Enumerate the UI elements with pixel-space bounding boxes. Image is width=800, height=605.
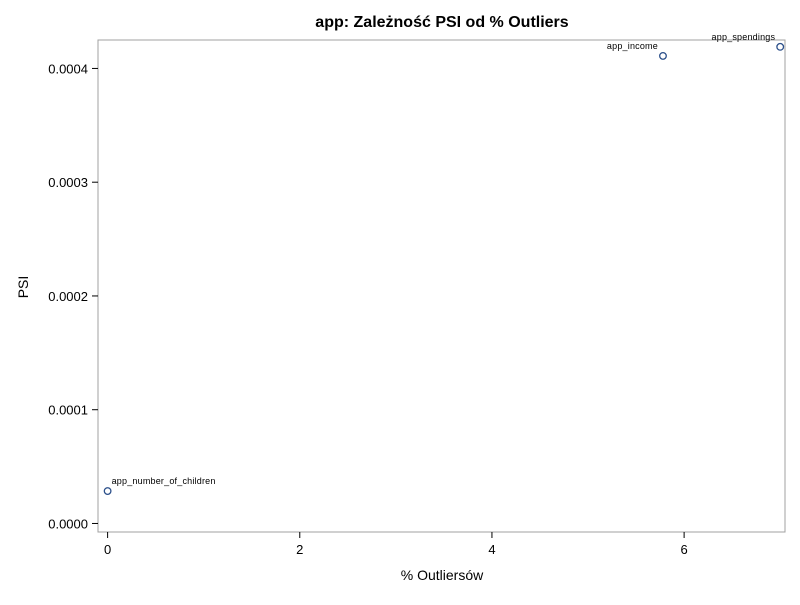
y-axis-label: PSI xyxy=(15,276,31,299)
data-point-label: app_income xyxy=(607,41,658,51)
x-tick-label: 0 xyxy=(104,542,111,557)
data-point xyxy=(103,487,112,495)
y-tick-label: 0.0004 xyxy=(48,61,88,76)
plot-area-frame xyxy=(97,39,786,533)
x-tick-label: 6 xyxy=(680,542,687,557)
y-tick-label: 0.0002 xyxy=(48,289,88,304)
x-axis: 0 2 4 6 xyxy=(104,532,688,557)
data-point xyxy=(659,51,667,60)
data-point-label: app_number_of_children xyxy=(112,476,216,486)
data-points: app_number_of_children app_income app_spen… xyxy=(103,32,785,495)
y-tick-label: 0.0001 xyxy=(48,403,88,418)
y-tick-label: 0.0003 xyxy=(48,175,88,190)
data-point-label: app_spendings xyxy=(712,32,776,42)
x-tick-label: 4 xyxy=(488,542,495,557)
x-tick-label: 2 xyxy=(296,542,303,557)
y-tick-label: 0.0000 xyxy=(48,516,88,531)
data-point xyxy=(776,42,785,51)
y-axis: 0.0000 0.0001 0.0002 0.0003 0.0004 xyxy=(48,61,98,531)
chart-title: app: Zależność PSI od % Outliers xyxy=(315,14,568,31)
x-axis-label: % Outliersów xyxy=(401,567,484,583)
